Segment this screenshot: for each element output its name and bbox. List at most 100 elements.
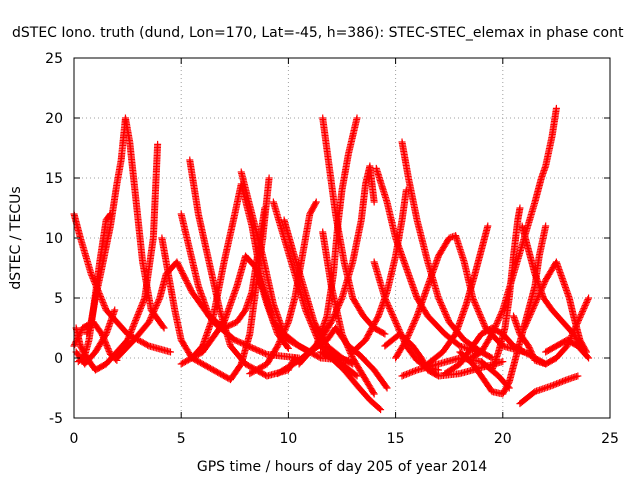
data-point (527, 309, 535, 317)
data-point (125, 332, 133, 339)
data-point (539, 282, 547, 290)
y-tick-label: 20 (45, 111, 63, 127)
data-point (563, 342, 571, 350)
data-point (525, 314, 533, 321)
y-tick-label: 5 (54, 291, 63, 307)
series-20 (317, 348, 385, 414)
data-point (538, 285, 546, 293)
data-point (410, 318, 418, 326)
data-point (474, 306, 482, 314)
series-34 (488, 204, 524, 374)
data-point (135, 309, 143, 317)
data-point (352, 371, 360, 379)
series-22 (319, 228, 378, 398)
data-point (139, 299, 147, 306)
data-point (576, 314, 584, 321)
x-axis-label: GPS time / hours of day 205 of year 2014 (197, 459, 487, 475)
data-point (312, 199, 320, 207)
data-point (261, 204, 269, 212)
data-point (530, 303, 538, 311)
data-point (370, 198, 378, 206)
data-point (574, 372, 582, 380)
series-6 (83, 114, 168, 338)
data-point (496, 312, 504, 320)
data-point (568, 332, 576, 339)
data-point (166, 348, 174, 356)
data-point (310, 326, 318, 333)
series-38 (520, 258, 590, 356)
data-point (150, 308, 158, 315)
data-point (408, 323, 416, 330)
data-point (154, 299, 162, 306)
data-point (347, 351, 355, 359)
data-point (307, 320, 315, 327)
data-point (533, 296, 541, 303)
data-point (489, 329, 497, 336)
data-point (437, 300, 445, 308)
data-point (154, 140, 162, 148)
data-point (475, 308, 483, 315)
data-point (434, 366, 442, 374)
data-point (387, 308, 395, 315)
data-point (441, 308, 449, 315)
data-point (532, 299, 540, 306)
data-point (585, 294, 593, 302)
data-point (490, 326, 498, 333)
data-point (151, 305, 159, 312)
data-point (136, 305, 144, 312)
data-point (305, 315, 313, 323)
data-point (74, 333, 82, 341)
data-point (499, 358, 507, 366)
x-tick-label: 5 (177, 431, 186, 447)
data-point (100, 300, 108, 308)
series-24 (372, 164, 481, 356)
series-35 (516, 372, 582, 408)
data-point (584, 296, 592, 303)
data-point (100, 302, 108, 309)
data-point (344, 344, 352, 351)
data-point (497, 311, 505, 318)
data-point (153, 300, 161, 308)
data-point (536, 290, 544, 297)
data-point (436, 299, 444, 306)
data-point (581, 302, 589, 309)
data-point (495, 314, 503, 321)
data-point (126, 330, 134, 338)
data-point (522, 320, 530, 327)
data-point (534, 294, 542, 302)
data-point (155, 296, 163, 303)
data-point (75, 332, 83, 339)
data-point (497, 309, 505, 317)
data-point (274, 342, 282, 350)
data-points (70, 104, 593, 414)
data-point (473, 303, 481, 311)
data-point (493, 318, 501, 326)
data-point (434, 294, 442, 302)
data-point (278, 332, 286, 339)
data-point (493, 320, 501, 327)
series-37 (510, 294, 593, 368)
data-point (578, 309, 586, 317)
data-point (276, 338, 284, 345)
data-point (489, 327, 497, 335)
data-point (411, 317, 419, 324)
data-point (302, 306, 310, 314)
data-point (307, 318, 315, 326)
data-point (532, 297, 540, 305)
data-point (402, 186, 410, 194)
data-point (552, 104, 560, 112)
data-point (133, 312, 141, 320)
data-point (312, 330, 320, 338)
data-point (337, 297, 345, 305)
series-33 (467, 104, 560, 362)
data-point (484, 222, 492, 230)
data-point (98, 296, 106, 303)
data-point (342, 339, 350, 347)
data-point (386, 306, 394, 314)
data-point (579, 308, 587, 315)
data-point (74, 335, 82, 342)
data-point (280, 329, 288, 336)
data-point (471, 299, 479, 306)
